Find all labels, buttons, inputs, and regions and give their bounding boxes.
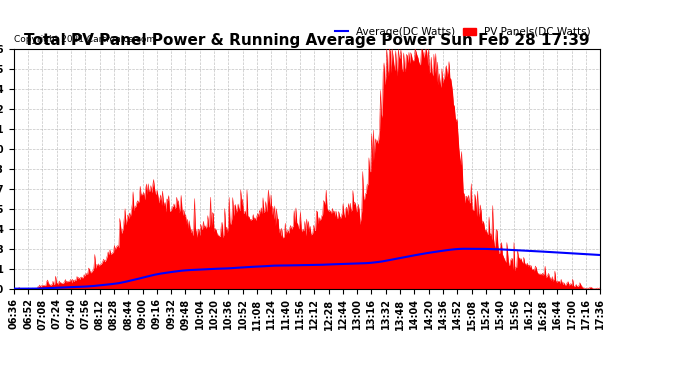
Legend: Average(DC Watts), PV Panels(DC Watts): Average(DC Watts), PV Panels(DC Watts)	[331, 23, 595, 41]
Title: Total PV Panel Power & Running Average Power Sun Feb 28 17:39: Total PV Panel Power & Running Average P…	[24, 33, 590, 48]
Text: Copyright 2021 Cartronics.com: Copyright 2021 Cartronics.com	[14, 35, 155, 44]
